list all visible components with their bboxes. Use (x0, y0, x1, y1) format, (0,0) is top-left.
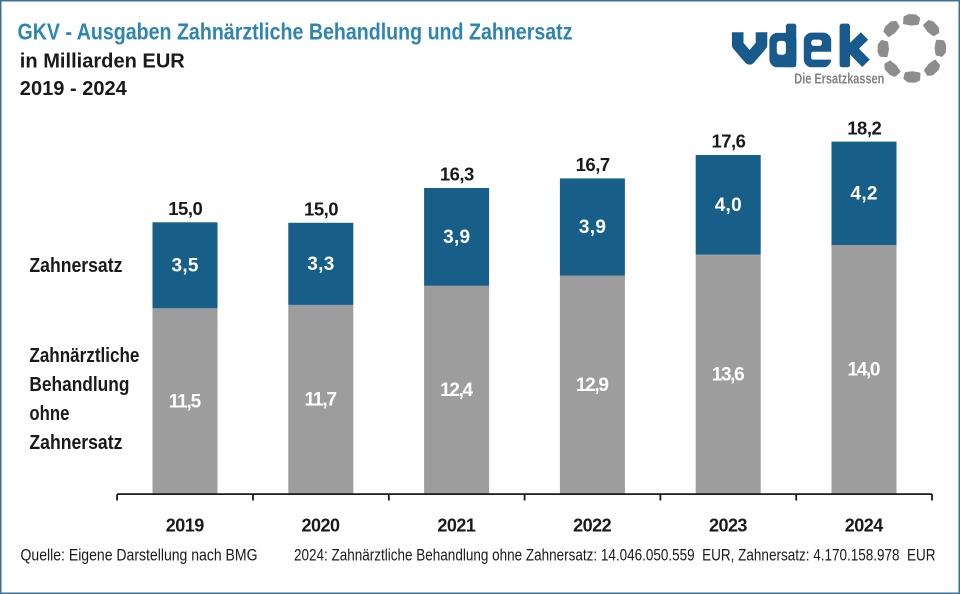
svg-text:Zahnersatz: Zahnersatz (29, 255, 122, 277)
svg-text:Zahnärztliche: Zahnärztliche (29, 345, 139, 367)
svg-text:4,0: 4,0 (715, 195, 742, 216)
svg-text:11,5: 11,5 (169, 392, 202, 413)
svg-text:2024: 2024 (845, 516, 884, 536)
svg-text:12,9: 12,9 (576, 375, 609, 396)
svg-text:2024: Zahnärztliche Behandlung: 2024: Zahnärztliche Behandlung ohne Zahn… (294, 546, 936, 565)
svg-text:2023: 2023 (709, 516, 748, 536)
svg-text:Zahnersatz: Zahnersatz (29, 432, 122, 454)
svg-text:16,7: 16,7 (576, 154, 611, 175)
svg-text:3,9: 3,9 (443, 227, 470, 248)
svg-text:4,2: 4,2 (851, 184, 878, 205)
svg-text:3,3: 3,3 (307, 254, 334, 275)
svg-text:2019: 2019 (166, 516, 205, 536)
svg-text:Behandlung: Behandlung (29, 374, 129, 396)
svg-text:2020: 2020 (302, 516, 341, 536)
svg-text:Quelle: Eigene Darstellung nac: Quelle: Eigene Darstellung nach BMG (21, 546, 258, 565)
svg-text:16,3: 16,3 (440, 164, 475, 185)
svg-text:3,5: 3,5 (172, 256, 199, 277)
svg-text:11,7: 11,7 (305, 390, 338, 411)
svg-text:15,0: 15,0 (304, 199, 339, 220)
svg-text:13,6: 13,6 (712, 364, 745, 385)
svg-text:GKV - Ausgaben Zahnärztliche B: GKV - Ausgaben Zahnärztliche Behandlung … (18, 18, 573, 44)
svg-text:17,6: 17,6 (711, 131, 746, 152)
svg-text:Die Ersatzkassen: Die Ersatzkassen (794, 72, 884, 88)
svg-text:15,0: 15,0 (168, 198, 203, 219)
svg-text:ohne: ohne (29, 403, 69, 425)
svg-text:in Milliarden EUR: in Milliarden EUR (20, 49, 185, 72)
svg-text:14,0: 14,0 (848, 360, 881, 381)
svg-text:2019 - 2024: 2019 - 2024 (20, 78, 128, 100)
svg-text:2022: 2022 (573, 516, 612, 536)
svg-text:18,2: 18,2 (847, 117, 882, 138)
svg-text:12,4: 12,4 (440, 380, 473, 401)
svg-text:3,9: 3,9 (579, 217, 606, 238)
svg-text:2021: 2021 (437, 516, 476, 536)
